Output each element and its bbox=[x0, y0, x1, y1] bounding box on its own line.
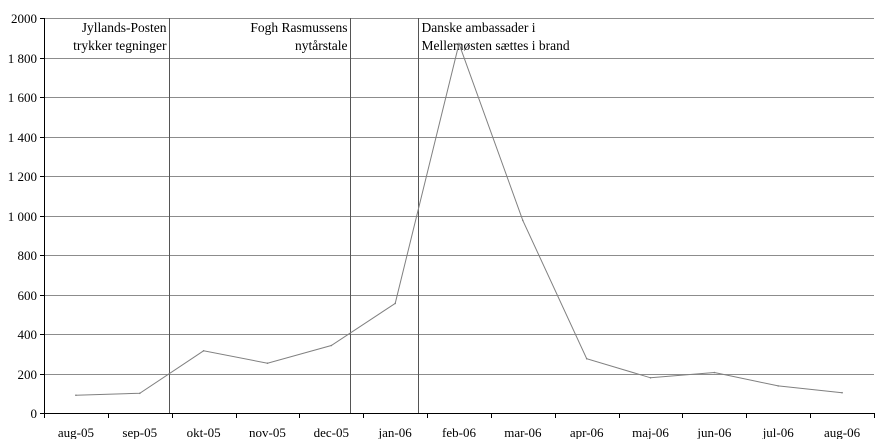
y-tick-label: 0 bbox=[31, 406, 38, 421]
y-tick-label: 1 600 bbox=[8, 90, 37, 105]
x-tick-label: aug-06 bbox=[824, 425, 861, 439]
event-label: trykker tegninger bbox=[73, 38, 167, 53]
y-tick-labels: 0 200 400 600 800 1 000 1 200 1 400 1 600 1 800 20… bbox=[8, 11, 37, 421]
y-tick-label: 400 bbox=[18, 327, 38, 342]
x-tick-label: feb-06 bbox=[442, 425, 476, 439]
event-label: Danske ambassader i bbox=[422, 20, 536, 35]
data-point bbox=[266, 362, 269, 365]
y-tick-label: 2000 bbox=[11, 11, 37, 26]
data-point bbox=[75, 394, 77, 397]
data-point bbox=[458, 42, 460, 45]
event-label: nytårstale bbox=[295, 38, 347, 53]
x-tick-label: okt-05 bbox=[187, 425, 221, 439]
y-tick-label: 200 bbox=[18, 367, 38, 382]
x-tick-label: maj-06 bbox=[632, 425, 669, 439]
event-label: Jyllands-Posten bbox=[82, 20, 167, 35]
event-label: Mellemøsten sættes i brand bbox=[422, 38, 570, 53]
data-point bbox=[522, 219, 524, 222]
y-tick-label: 800 bbox=[18, 248, 38, 263]
x-tick-labels: aug-05 sep-05 okt-05 nov-05 dec-05 jan-06 feb-… bbox=[58, 425, 861, 440]
data-point bbox=[713, 371, 716, 374]
gridlines bbox=[44, 18, 874, 375]
y-tick-label: 1 200 bbox=[8, 169, 37, 184]
series-line bbox=[75, 41, 843, 396]
y-tick-label: 1 800 bbox=[8, 51, 37, 66]
data-point bbox=[649, 377, 652, 379]
annotations: Jyllands-Posten trykker tegninger Fogh Ras… bbox=[73, 18, 570, 413]
x-tick-label: dec-05 bbox=[314, 425, 349, 439]
x-tick-label: aug-05 bbox=[58, 425, 94, 439]
event-label: Fogh Rasmussens bbox=[250, 20, 347, 35]
x-tick-label: apr-06 bbox=[570, 425, 604, 439]
x-tick-label: mar-06 bbox=[504, 425, 542, 439]
x-tick-label: sep-05 bbox=[122, 425, 157, 439]
axes bbox=[40, 18, 875, 418]
data-point bbox=[777, 385, 779, 387]
data-point bbox=[394, 302, 397, 305]
data-point bbox=[841, 391, 843, 394]
x-tick-label: jan-06 bbox=[378, 425, 413, 439]
data-point bbox=[202, 350, 205, 352]
data-point bbox=[330, 344, 333, 347]
data-point bbox=[139, 392, 141, 395]
x-tick-label: nov-05 bbox=[249, 425, 286, 439]
y-tick-label: 600 bbox=[18, 288, 38, 303]
y-tick-label: 1 000 bbox=[8, 209, 37, 224]
y-tick-label: 1 400 bbox=[8, 130, 37, 145]
x-tick-label: jul-06 bbox=[762, 425, 795, 439]
data-point bbox=[585, 357, 588, 360]
x-tick-label: jun-06 bbox=[696, 425, 731, 439]
series-layer bbox=[75, 41, 843, 397]
